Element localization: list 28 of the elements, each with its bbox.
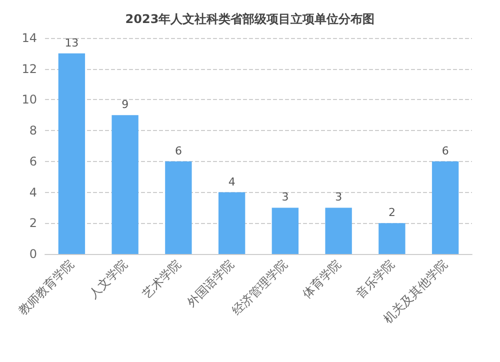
bar	[378, 223, 406, 254]
x-tick-label: 体育学院	[300, 257, 344, 301]
x-tick-label: 艺术学院	[140, 257, 184, 301]
y-tick-label: 10	[22, 92, 37, 107]
y-tick-label: 4	[29, 185, 37, 200]
bar	[272, 208, 299, 254]
chart-title: 2023年人文社科类省部级项目立项单位分布图	[125, 12, 375, 26]
bar	[432, 161, 459, 254]
x-tick-label: 人文学院	[86, 257, 130, 301]
bar	[58, 53, 86, 254]
bar	[165, 161, 192, 254]
bar	[112, 115, 138, 254]
y-tick-label: 8	[29, 124, 37, 138]
data-label: 4	[228, 175, 236, 188]
y-tick-label: 6	[29, 154, 37, 168]
data-label: 2	[388, 206, 396, 220]
data-label: 3	[335, 190, 342, 204]
data-label: 13	[64, 36, 79, 50]
y-tick-label: 2	[29, 216, 37, 230]
data-label: 3	[282, 190, 289, 204]
data-label: 6	[442, 144, 449, 158]
bar	[325, 208, 352, 254]
y-tick-label: 14	[22, 31, 37, 45]
y-tick-label: 12	[22, 62, 37, 76]
data-label: 9	[122, 98, 129, 112]
data-label: 6	[174, 144, 182, 158]
x-tick-label: 音乐学院	[353, 257, 397, 301]
bar	[218, 192, 246, 254]
